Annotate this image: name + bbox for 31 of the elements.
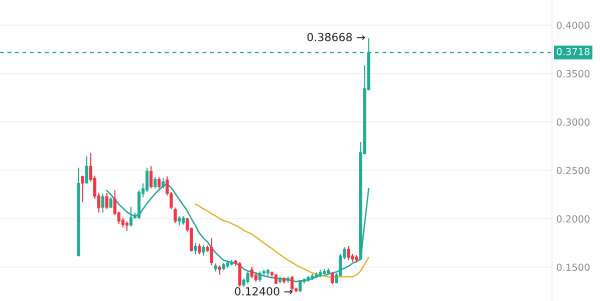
candlestick xyxy=(218,264,222,276)
candlestick xyxy=(146,167,149,192)
y-tick-label: 0.2000 xyxy=(556,215,590,223)
candlestick xyxy=(154,176,157,189)
candlestick xyxy=(158,176,161,189)
candlestick xyxy=(150,165,153,189)
candlestick xyxy=(85,156,88,184)
y-tick-label: 0.2500 xyxy=(556,166,590,174)
candlestick xyxy=(198,243,201,255)
y-tick-label: 0.3000 xyxy=(556,118,590,126)
candlestick xyxy=(330,272,334,285)
candlestick xyxy=(105,192,108,210)
candlestick xyxy=(346,246,350,261)
y-tick-label: 0.1500 xyxy=(556,264,590,271)
candlestick xyxy=(178,216,181,226)
candlestick xyxy=(210,238,214,266)
y-tick-label: 0.3500 xyxy=(556,70,590,78)
candlestick xyxy=(250,266,254,279)
y-tick-label: 0.4000 xyxy=(556,22,590,29)
candlestick xyxy=(238,261,242,288)
annotation: 0.12400 → xyxy=(234,287,292,296)
candlestick xyxy=(81,175,84,203)
ref-line-label: 0.3718 xyxy=(556,48,590,56)
annotation: 0.38668 → xyxy=(307,32,365,42)
candlestick xyxy=(101,193,104,214)
candlestick xyxy=(194,242,197,255)
candlestick xyxy=(125,220,128,232)
candlestick xyxy=(129,206,132,228)
candlestick xyxy=(202,244,206,256)
candlestick xyxy=(290,275,294,292)
line-series xyxy=(194,204,370,278)
